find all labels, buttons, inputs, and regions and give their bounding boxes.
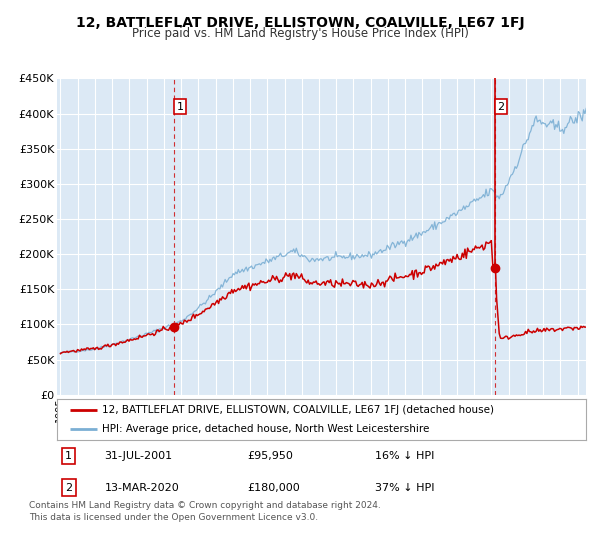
- Text: 31-JUL-2001: 31-JUL-2001: [104, 451, 173, 461]
- Text: 2: 2: [497, 101, 505, 111]
- Text: 2: 2: [65, 483, 72, 493]
- Text: 13-MAR-2020: 13-MAR-2020: [104, 483, 179, 493]
- Text: Price paid vs. HM Land Registry's House Price Index (HPI): Price paid vs. HM Land Registry's House …: [131, 27, 469, 40]
- Text: £180,000: £180,000: [248, 483, 300, 493]
- Text: Contains HM Land Registry data © Crown copyright and database right 2024.: Contains HM Land Registry data © Crown c…: [29, 502, 380, 511]
- Text: £95,950: £95,950: [248, 451, 293, 461]
- Text: 16% ↓ HPI: 16% ↓ HPI: [374, 451, 434, 461]
- Text: HPI: Average price, detached house, North West Leicestershire: HPI: Average price, detached house, Nort…: [102, 424, 430, 433]
- Text: 1: 1: [176, 101, 184, 111]
- Text: 37% ↓ HPI: 37% ↓ HPI: [374, 483, 434, 493]
- Text: 12, BATTLEFLAT DRIVE, ELLISTOWN, COALVILLE, LE67 1FJ: 12, BATTLEFLAT DRIVE, ELLISTOWN, COALVIL…: [76, 16, 524, 30]
- Text: 12, BATTLEFLAT DRIVE, ELLISTOWN, COALVILLE, LE67 1FJ (detached house): 12, BATTLEFLAT DRIVE, ELLISTOWN, COALVIL…: [102, 405, 494, 415]
- Text: This data is licensed under the Open Government Licence v3.0.: This data is licensed under the Open Gov…: [29, 513, 318, 522]
- Text: 1: 1: [65, 451, 72, 461]
